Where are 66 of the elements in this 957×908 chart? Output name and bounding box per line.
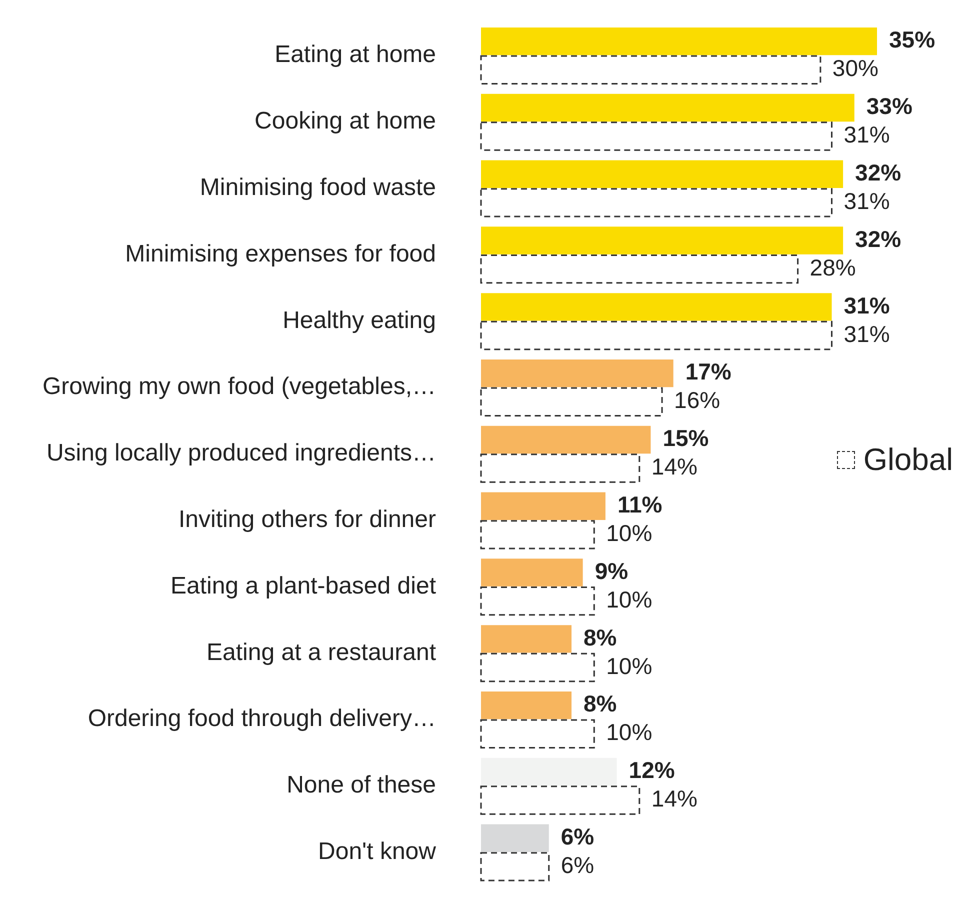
bar <box>481 558 583 586</box>
y-tick-label: Using locally produced ingredients… <box>46 440 436 467</box>
bar <box>480 852 550 882</box>
data-label: 11% <box>617 491 662 518</box>
bar <box>480 122 832 151</box>
y-tick-label: Eating at home <box>274 41 436 68</box>
data-label: 17% <box>685 358 732 385</box>
data-label: 15% <box>662 425 709 452</box>
data-label: 30% <box>832 55 878 82</box>
bar <box>480 786 640 815</box>
bar <box>480 652 595 682</box>
bar <box>480 55 822 84</box>
y-tick-label: Don't know <box>318 838 437 866</box>
y-tick-label: Eating a plant-based diet <box>170 572 436 600</box>
bar <box>481 758 617 786</box>
bar <box>481 824 549 852</box>
data-label: 10% <box>606 652 652 679</box>
data-label: 8% <box>584 690 617 717</box>
bar <box>480 454 640 483</box>
bar <box>480 320 832 350</box>
bar <box>480 520 595 550</box>
bar <box>480 188 832 218</box>
data-label: 14% <box>651 454 698 480</box>
data-label: 16% <box>674 387 720 414</box>
data-label: 31% <box>844 292 890 318</box>
data-label: 10% <box>606 719 652 746</box>
y-tick-label: None of these <box>286 772 436 799</box>
data-label: 14% <box>651 786 698 812</box>
bar <box>481 359 674 388</box>
bar <box>481 426 651 454</box>
bar <box>481 293 832 321</box>
data-label: 31% <box>844 188 890 214</box>
data-label: 10% <box>606 586 652 612</box>
bar <box>481 94 854 122</box>
bar <box>481 226 844 254</box>
bar <box>481 160 844 188</box>
data-label: 31% <box>844 320 890 347</box>
y-tick-label: Eating at a restaurant <box>206 638 436 666</box>
y-tick-label: Growing my own food (vegetables,… <box>42 373 436 400</box>
y-tick-label: Minimising food waste <box>200 174 436 202</box>
data-label: 8% <box>584 624 617 650</box>
y-tick-label: Healthy eating <box>282 306 436 334</box>
data-label: 9% <box>594 558 628 584</box>
bar <box>480 719 595 748</box>
data-label: 32% <box>855 159 902 186</box>
data-label: 35% <box>889 26 936 53</box>
bar <box>480 387 663 416</box>
bar <box>481 625 572 653</box>
bar <box>481 492 606 520</box>
bar <box>481 27 877 56</box>
bar <box>481 691 572 720</box>
data-label: 6% <box>560 852 594 878</box>
data-label: 31% <box>844 122 890 148</box>
y-tick-label: Minimising expenses for food <box>125 240 436 268</box>
data-label: 6% <box>560 823 594 850</box>
data-label: 32% <box>855 226 902 252</box>
data-label: 33% <box>866 93 912 120</box>
y-tick-label: Inviting others for dinner <box>178 506 436 534</box>
data-label: 12% <box>628 757 675 784</box>
data-label: 10% <box>606 520 652 546</box>
bar <box>480 254 799 284</box>
y-tick-label: Cooking at home <box>254 108 436 135</box>
y-tick-label: Ordering food through delivery… <box>88 705 436 732</box>
legend-label: Global <box>863 442 953 478</box>
data-label: 28% <box>810 254 856 280</box>
bar <box>480 586 595 616</box>
